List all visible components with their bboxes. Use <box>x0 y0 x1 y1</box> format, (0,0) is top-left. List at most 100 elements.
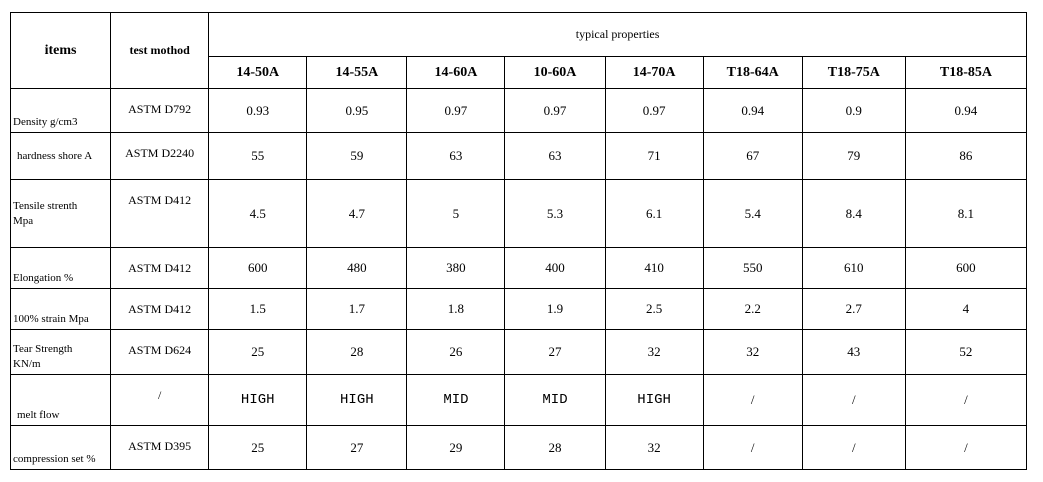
table-row: Tensile strenth Mpa ASTM D412 4.5 4.7 5 5.3 6.1… <box>9 179 1028 248</box>
table-row: Elongation % ASTM D412 600 480 380 400 410 550 6… <box>9 247 1028 289</box>
value-cell: 550 <box>702 247 803 289</box>
value-cell: 55 <box>208 132 308 180</box>
value-cell: 5 <box>406 179 506 248</box>
value-cell: MID <box>504 374 606 426</box>
value-cell: 86 <box>904 132 1028 180</box>
value-cell: 43 <box>801 329 906 375</box>
value-cell: 0.9 <box>801 88 906 133</box>
value-cell: / <box>904 425 1028 470</box>
value-cell: 0.93 <box>208 88 308 133</box>
test-method-cell: ASTM D624 <box>110 329 210 375</box>
value-cell: 410 <box>604 247 704 289</box>
value-cell: 0.95 <box>306 88 408 133</box>
value-cell: 26 <box>406 329 506 375</box>
test-method-cell: ASTM D412 <box>110 179 210 248</box>
value-cell: 71 <box>604 132 704 180</box>
grade-header: T18-85A <box>904 56 1028 89</box>
value-cell: 29 <box>406 425 506 470</box>
test-method-cell: ASTM D792 <box>110 88 210 133</box>
row-label: Tear Strength KN/m <box>9 329 112 375</box>
value-cell: 400 <box>504 247 606 289</box>
value-cell: 1.8 <box>406 288 506 330</box>
grade-header: 14-60A <box>406 56 506 89</box>
value-cell: 0.94 <box>702 88 803 133</box>
items-header: items <box>9 12 112 89</box>
value-cell: 63 <box>406 132 506 180</box>
test-method-header: test mothod <box>110 12 210 89</box>
value-cell: 32 <box>702 329 803 375</box>
value-cell: 4.7 <box>306 179 408 248</box>
value-cell: 67 <box>702 132 803 180</box>
value-cell: 1.7 <box>306 288 408 330</box>
test-method-cell: ASTM D412 <box>110 247 210 289</box>
row-label: melt flow <box>9 374 112 426</box>
value-cell: 600 <box>904 247 1028 289</box>
table-row: Tear Strength KN/m ASTM D624 25 28 26 27 32 32 43… <box>9 329 1028 375</box>
value-cell: 25 <box>208 425 308 470</box>
value-cell: 59 <box>306 132 408 180</box>
grade-header: T18-64A <box>702 56 803 89</box>
test-method-cell: ASTM D2240 <box>110 132 210 180</box>
value-cell: 0.97 <box>406 88 506 133</box>
value-cell: 1.9 <box>504 288 606 330</box>
grade-header: 14-55A <box>306 56 408 89</box>
grade-header-row: 14-50A 14-55A 14-60A 10-60A 14-70A T18-64A T18… <box>11 56 1028 89</box>
value-cell: 2.7 <box>801 288 906 330</box>
value-cell: HIGH <box>306 374 408 426</box>
value-cell: 2.2 <box>702 288 803 330</box>
value-cell: 480 <box>306 247 408 289</box>
value-cell: / <box>702 374 803 426</box>
header-row-top: items test mothod typical properties <box>9 12 1027 89</box>
table-row: hardness shore A ASTM D2240 55 59 63 63 71 67 79… <box>9 132 1028 180</box>
value-cell: 380 <box>406 247 506 289</box>
row-label: compression set % <box>9 425 112 470</box>
test-method-cell: ASTM D412 <box>110 288 210 330</box>
value-cell: 0.94 <box>904 88 1028 133</box>
table-row: 100% strain Mpa ASTM D412 1.5 1.7 1.8 1.9 2.5 2… <box>9 288 1028 330</box>
value-cell: 8.1 <box>904 179 1028 248</box>
row-label: Tensile strenth Mpa <box>9 179 112 248</box>
table-row: compression set % ASTM D395 25 27 29 28 32// / <box>9 425 1028 470</box>
value-cell: 79 <box>801 132 906 180</box>
typical-properties-header: typical properties <box>208 12 1027 57</box>
grade-header: T18-75A <box>801 56 906 89</box>
value-cell: 0.97 <box>604 88 704 133</box>
value-cell: 6.1 <box>604 179 704 248</box>
value-cell: 28 <box>504 425 606 470</box>
row-label: 100% strain Mpa <box>9 288 112 330</box>
table-body: Density g/cm3 ASTM D792 0.93 0.95 0.97 0.97 0.… <box>9 88 1028 470</box>
value-cell: 8.4 <box>801 179 906 248</box>
value-cell: 2.5 <box>604 288 704 330</box>
test-method-cell: ASTM D395 <box>110 425 210 470</box>
value-cell: MID <box>406 374 506 426</box>
row-label: Density g/cm3 <box>9 88 112 133</box>
row-label: hardness shore A <box>9 132 112 180</box>
value-cell: 4 <box>904 288 1028 330</box>
value-cell: 0.97 <box>504 88 606 133</box>
value-cell: / <box>702 425 803 470</box>
value-cell: 52 <box>904 329 1028 375</box>
table-row: melt flow / HIGH HIGH MID MID HIGH / / / <box>9 374 1028 426</box>
grade-header: 10-60A <box>504 56 606 89</box>
value-cell: 5.3 <box>504 179 606 248</box>
value-cell: 25 <box>208 329 308 375</box>
test-method-cell: / <box>110 374 210 426</box>
value-cell: HIGH <box>208 374 308 426</box>
table-row: Density g/cm3 ASTM D792 0.93 0.95 0.97 0.97 0.… <box>9 88 1028 133</box>
value-cell: 1.5 <box>208 288 308 330</box>
value-cell: 5.4 <box>702 179 803 248</box>
properties-table: items test mothod typical properties 14-… <box>9 12 1028 470</box>
value-cell: 4.5 <box>208 179 308 248</box>
value-cell: 32 <box>604 425 704 470</box>
value-cell: 600 <box>208 247 308 289</box>
value-cell: / <box>904 374 1028 426</box>
row-label: Elongation % <box>9 247 112 289</box>
value-cell: / <box>801 374 906 426</box>
grade-header: 14-70A <box>604 56 704 89</box>
value-cell: 63 <box>504 132 606 180</box>
value-cell: 28 <box>306 329 408 375</box>
grade-header: 14-50A <box>208 56 308 89</box>
value-cell: 27 <box>306 425 408 470</box>
value-cell: / <box>801 425 906 470</box>
value-cell: 27 <box>504 329 606 375</box>
